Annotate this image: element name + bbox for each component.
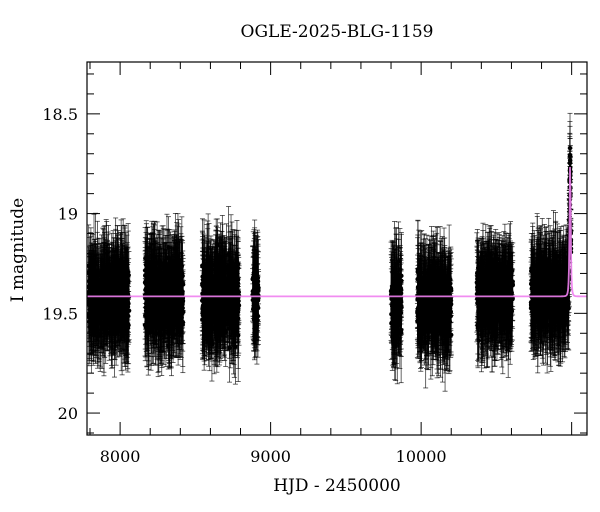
y-tick-label: 18.5 xyxy=(42,105,78,124)
x-tick-label: 10000 xyxy=(396,447,447,466)
y-tick-label: 19.5 xyxy=(42,304,78,323)
x-axis-label: HJD - 2450000 xyxy=(273,476,401,496)
model-curve xyxy=(87,167,587,298)
y-tick-label: 19 xyxy=(58,205,78,224)
chart-title: OGLE-2025-BLG-1159 xyxy=(240,22,434,42)
y-tick-label: 20 xyxy=(58,404,78,423)
photometry-points xyxy=(87,112,574,392)
plot-frame: 8000 9000 10000 18.5 19 19.5 20 xyxy=(42,61,588,466)
x-tick-label: 9000 xyxy=(250,447,291,466)
x-tick-label: 8000 xyxy=(100,447,141,466)
